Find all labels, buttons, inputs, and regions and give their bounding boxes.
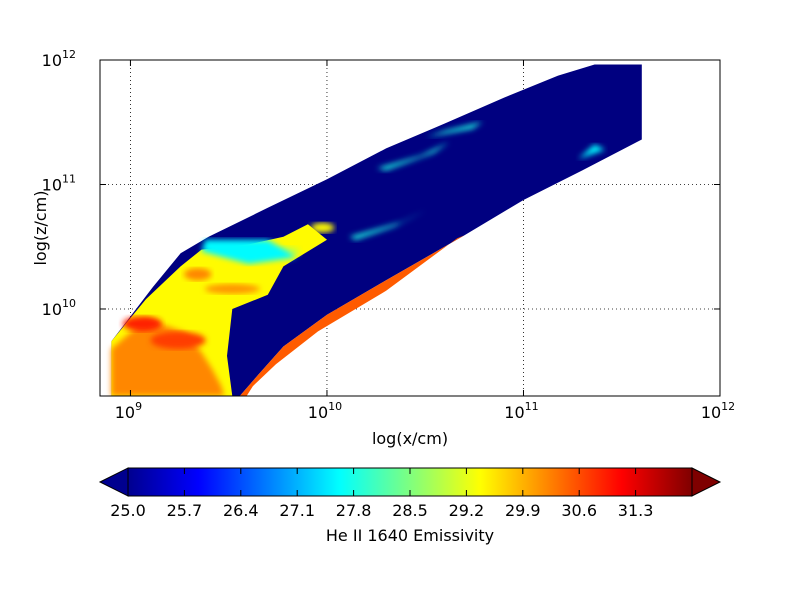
x-tick-label: 109	[115, 400, 142, 422]
hot-spot	[122, 316, 163, 332]
axis-ticks: 109 1010 1011 1012 1010 1011 1012	[42, 48, 736, 422]
plot-frame	[99, 59, 721, 397]
hot-spot	[183, 268, 212, 281]
cyan-patch	[201, 239, 297, 264]
cyan-patch	[377, 141, 450, 171]
dense-band-region	[111, 319, 225, 396]
y-tick-label: 1012	[42, 48, 76, 70]
colorbar-tick-label: 25.7	[167, 501, 203, 520]
colorbar-tick-label: 27.8	[336, 501, 372, 520]
cyan-patch	[578, 144, 605, 160]
colorbar-ticks: 25.0 25.7 26.4 27.1 27.8 28.5 29.2 29.9 30.6 31.3	[110, 468, 653, 520]
x-tick-label: 1012	[701, 400, 735, 422]
hot-spot	[150, 331, 206, 350]
y-tick-label: 1011	[42, 172, 76, 194]
emissivity-map	[111, 64, 642, 396]
colorbar-extend-low	[98, 467, 129, 497]
colorbar-tick-label: 31.3	[618, 501, 654, 520]
hot-spot	[310, 222, 335, 233]
colorbar-tick-label: 29.2	[449, 501, 485, 520]
cyan-patch	[426, 121, 483, 138]
y-tick-label: 1010	[42, 297, 76, 319]
colorbar-extend-high	[691, 467, 722, 497]
colorbar-tick-label: 25.0	[110, 501, 146, 520]
cyan-patch	[349, 210, 427, 240]
y-axis-label: log(z/cm)	[31, 190, 50, 265]
colorbar-label: He II 1640 Emissivity	[326, 526, 494, 545]
plot-area: 109 1010 1011 1012 1010 1011 1012	[42, 48, 736, 422]
hot-spot	[204, 283, 260, 294]
x-axis-label: log(x/cm)	[372, 429, 448, 448]
colorbar-tick-label: 26.4	[223, 501, 259, 520]
colorbar-tick-label: 30.6	[561, 501, 597, 520]
colorbar-tick-label: 28.5	[392, 501, 428, 520]
colorbar-tick-label: 29.9	[505, 501, 541, 520]
x-tick-label: 1011	[504, 400, 538, 422]
x-tick-label: 1010	[308, 400, 342, 422]
colorbar: 25.0 25.7 26.4 27.1 27.8 28.5 29.2 29.9 30.6 31.3…	[98, 467, 722, 545]
colorbar-tick-label: 27.1	[279, 501, 315, 520]
